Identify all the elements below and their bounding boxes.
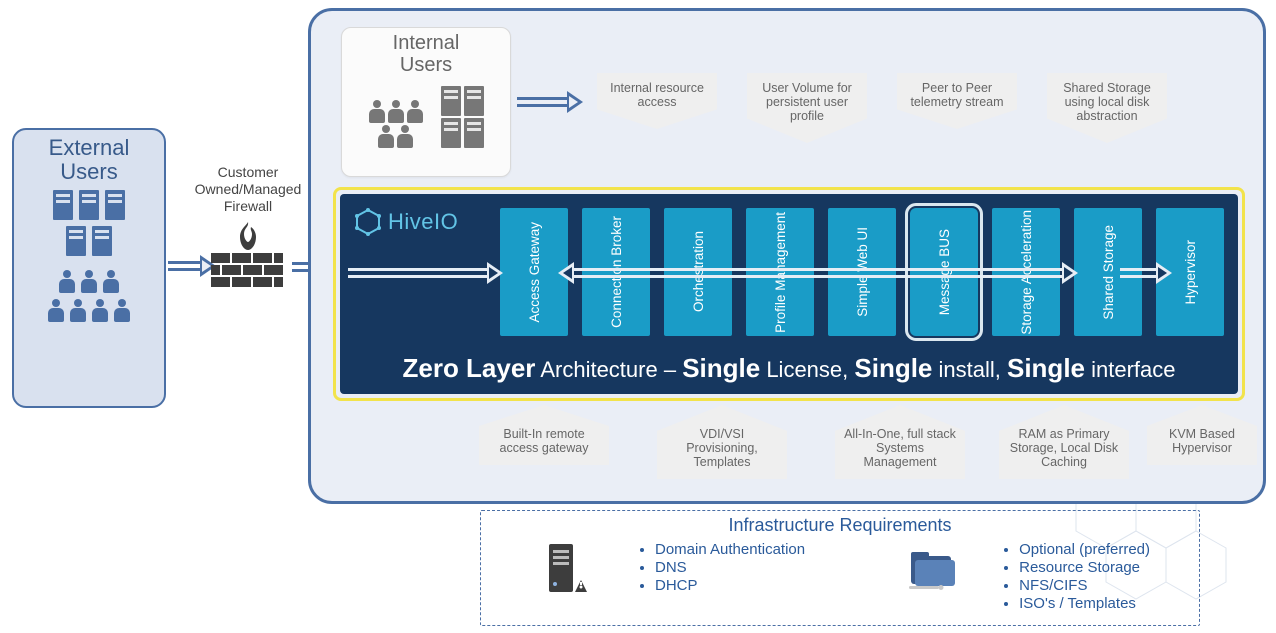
person-icon bbox=[114, 299, 130, 322]
tagline-b3: Single bbox=[682, 353, 760, 383]
internal-users-title-l2: Users bbox=[400, 54, 452, 76]
bottom-callout: Built-In remote access gateway bbox=[479, 405, 609, 465]
tagline-b7: Single bbox=[1007, 353, 1085, 383]
ext-servers-row2 bbox=[14, 226, 164, 256]
module-label: Access Gateway bbox=[527, 222, 542, 323]
server-icon bbox=[53, 190, 73, 220]
infra-right-list: Optional (preferred)Resource StorageNFS/… bbox=[1001, 540, 1150, 613]
logo-text: HiveIO bbox=[388, 209, 458, 235]
server-tower-icon bbox=[541, 540, 597, 596]
person-icon bbox=[92, 299, 108, 322]
platform-container: Internal Users bbox=[308, 8, 1266, 504]
core-panel: HiveIO Access GatewayConnection BrokerOr… bbox=[340, 194, 1238, 394]
core-arrow-out bbox=[1120, 266, 1172, 280]
bottom-callout: RAM as Primary Storage, Local Disk Cachi… bbox=[999, 405, 1129, 479]
infra-item: DHCP bbox=[655, 577, 805, 594]
person-icon bbox=[397, 125, 413, 148]
infra-item: DNS bbox=[655, 559, 805, 576]
infra-item: ISO's / Templates bbox=[1019, 595, 1150, 612]
person-icon bbox=[388, 100, 404, 123]
internal-users-title: Internal Users bbox=[342, 32, 510, 76]
tagline-s2: Architecture – bbox=[535, 357, 682, 382]
infra-requirements: Infrastructure Requirements Domain Authe… bbox=[480, 510, 1200, 626]
external-users-panel: External Users bbox=[12, 128, 166, 408]
server-icon bbox=[79, 190, 99, 220]
hiveio-logo: HiveIO bbox=[354, 208, 458, 236]
tagline-b5: Single bbox=[854, 353, 932, 383]
brick-wall-icon bbox=[210, 252, 286, 288]
server-icon bbox=[464, 118, 484, 148]
firewall-label: Customer Owned/Managed Firewall bbox=[186, 164, 310, 214]
person-icon bbox=[59, 270, 75, 293]
person-icon bbox=[369, 100, 385, 123]
folder-icon bbox=[905, 540, 961, 596]
servers-cluster-icon bbox=[441, 86, 484, 148]
people-cluster-icon bbox=[369, 100, 423, 148]
core-border: HiveIO Access GatewayConnection BrokerOr… bbox=[333, 187, 1245, 401]
external-users-title-l1: External bbox=[49, 135, 130, 160]
infra-item: Optional (preferred) bbox=[1019, 541, 1150, 558]
infra-title: Infrastructure Requirements bbox=[481, 515, 1199, 536]
server-icon bbox=[105, 190, 125, 220]
person-icon bbox=[407, 100, 423, 123]
person-icon bbox=[81, 270, 97, 293]
top-callout: Shared Storage using local disk abstract… bbox=[1047, 73, 1167, 143]
bottom-callout: KVM Based Hypervisor bbox=[1147, 405, 1257, 465]
internal-users-panel: Internal Users bbox=[341, 27, 511, 177]
bottom-callout: All-In-One, full stack Systems Managemen… bbox=[835, 405, 965, 479]
server-icon bbox=[441, 86, 461, 116]
ext-people-row2 bbox=[14, 299, 164, 322]
core-arrow-in bbox=[348, 266, 503, 280]
tagline-s6: install, bbox=[932, 357, 1007, 382]
bottom-callout: VDI/VSI Provisioning, Templates bbox=[657, 405, 787, 479]
person-icon bbox=[70, 299, 86, 322]
arrow-internal-out bbox=[517, 95, 583, 109]
tagline-s4: License, bbox=[760, 357, 854, 382]
person-icon bbox=[48, 299, 64, 322]
server-icon bbox=[92, 226, 112, 256]
core-arrow-bus bbox=[558, 266, 1078, 280]
server-icon bbox=[464, 86, 484, 116]
firewall-icon bbox=[210, 222, 286, 288]
ext-servers-row1 bbox=[14, 190, 164, 220]
tagline-b1: Zero Layer bbox=[402, 353, 535, 383]
tagline-s8: interface bbox=[1085, 357, 1176, 382]
arrow-ext-to-fw bbox=[168, 259, 216, 273]
int-icons bbox=[342, 86, 510, 148]
top-callout: Peer to Peer telemetry stream bbox=[897, 73, 1017, 129]
external-users-title-l2: Users bbox=[60, 159, 117, 184]
ext-people-row1 bbox=[14, 270, 164, 293]
server-icon bbox=[66, 226, 86, 256]
person-icon bbox=[103, 270, 119, 293]
external-users-title: External Users bbox=[14, 136, 164, 184]
infra-item: NFS/CIFS bbox=[1019, 577, 1150, 594]
tagline: Zero Layer Architecture – Single License… bbox=[340, 353, 1238, 384]
hex-logo-icon bbox=[354, 208, 382, 236]
infra-item: Resource Storage bbox=[1019, 559, 1150, 576]
person-icon bbox=[378, 125, 394, 148]
internal-users-title-l1: Internal bbox=[393, 32, 460, 54]
module-label: Shared Storage bbox=[1101, 225, 1116, 320]
server-icon bbox=[441, 118, 461, 148]
infra-item: Domain Authentication bbox=[655, 541, 805, 558]
top-callout: Internal resource access bbox=[597, 73, 717, 129]
module-label: Hypervisor bbox=[1183, 240, 1198, 305]
infra-left-list: Domain AuthenticationDNSDHCP bbox=[637, 540, 805, 595]
top-callout: User Volume for persistent user profile bbox=[747, 73, 867, 143]
flame-icon bbox=[236, 222, 260, 250]
